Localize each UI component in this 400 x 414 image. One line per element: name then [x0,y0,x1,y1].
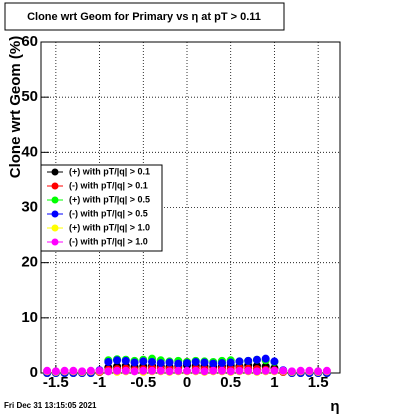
legend-label: (+) with pT/|q| > 0.5 [69,194,150,204]
y-tick-label: 30 [21,198,38,215]
legend-marker [51,196,59,204]
data-point [78,367,87,376]
x-tick-label: 1.5 [308,374,329,391]
data-point [130,358,139,367]
legend-label: (-) with pT/|q| > 1.0 [69,236,148,246]
y-tick-label: 60 [21,33,38,50]
data-point [95,366,104,375]
y-tick-label: 20 [21,254,38,271]
legend-marker [51,238,59,246]
data-point [200,367,209,376]
data-point [174,359,183,368]
data-point [156,366,165,375]
legend-marker [51,210,59,218]
y-tick-label: 10 [21,309,38,326]
data-point [130,367,139,376]
legend-box [40,164,163,252]
data-point [209,366,218,375]
data-point [51,367,60,376]
data-point [261,366,270,375]
data-point [139,357,148,366]
data-point [200,358,209,367]
data-point [252,355,261,364]
data-point [305,366,314,375]
data-point [235,357,244,366]
data-point [235,366,244,375]
x-tick-label: 0 [183,374,191,391]
data-point [121,366,130,375]
legend-label: (+) with pT/|q| > 0.1 [69,166,150,176]
data-point [244,366,253,375]
data-point [270,366,279,375]
data-point [165,367,174,376]
data-point [60,366,69,375]
data-point [104,357,113,366]
legend-marker [51,168,59,176]
x-tick-label: -1.5 [43,374,69,391]
legend-label: (-) with pT/|q| > 0.5 [69,208,148,218]
data-point [314,367,323,376]
data-point [148,366,157,375]
data-point [113,366,122,375]
data-point [322,366,331,375]
x-tick-label: 0.5 [220,374,241,391]
legend-label: (+) with pT/|q| > 1.0 [69,222,150,232]
x-tick-label: -1 [93,374,106,391]
data-point [217,359,226,368]
data-point [252,367,261,376]
data-point [86,366,95,375]
x-tick-label: -0.5 [130,374,156,391]
data-point [191,366,200,375]
data-point [69,366,78,375]
y-tick-label: 40 [21,143,38,160]
data-point [191,357,200,366]
data-point [244,356,253,365]
data-point [287,367,296,376]
data-point [261,354,270,363]
data-point [270,357,279,366]
data-point [226,358,235,367]
data-point [279,366,288,375]
legend-label: (-) with pT/|q| > 0.1 [69,180,148,190]
data-point [148,357,157,366]
data-point [183,366,192,375]
data-point [43,366,52,375]
timestamp: Fri Dec 31 13:15:05 2021 [4,401,97,410]
y-axis-label: Clone wrt Geom (%) [7,36,24,179]
data-point [139,366,148,375]
title-box [4,2,285,31]
data-point [165,358,174,367]
data-point [183,359,192,368]
y-tick-label: 50 [21,88,38,105]
data-point [209,359,218,368]
y-tick-label: 0 [30,364,38,381]
data-point [121,356,130,365]
x-tick-label: 1 [270,374,278,391]
data-point [113,356,122,365]
data-point [226,367,235,376]
legend-marker [51,224,59,232]
data-point [104,367,113,376]
legend-marker [51,182,59,190]
data-point [217,366,226,375]
data-point [156,359,165,368]
x-axis-label: η [330,398,339,414]
data-point [296,366,305,375]
chart-title: Clone wrt Geom for Primary vs η at pT > … [27,11,261,23]
data-point [174,366,183,375]
